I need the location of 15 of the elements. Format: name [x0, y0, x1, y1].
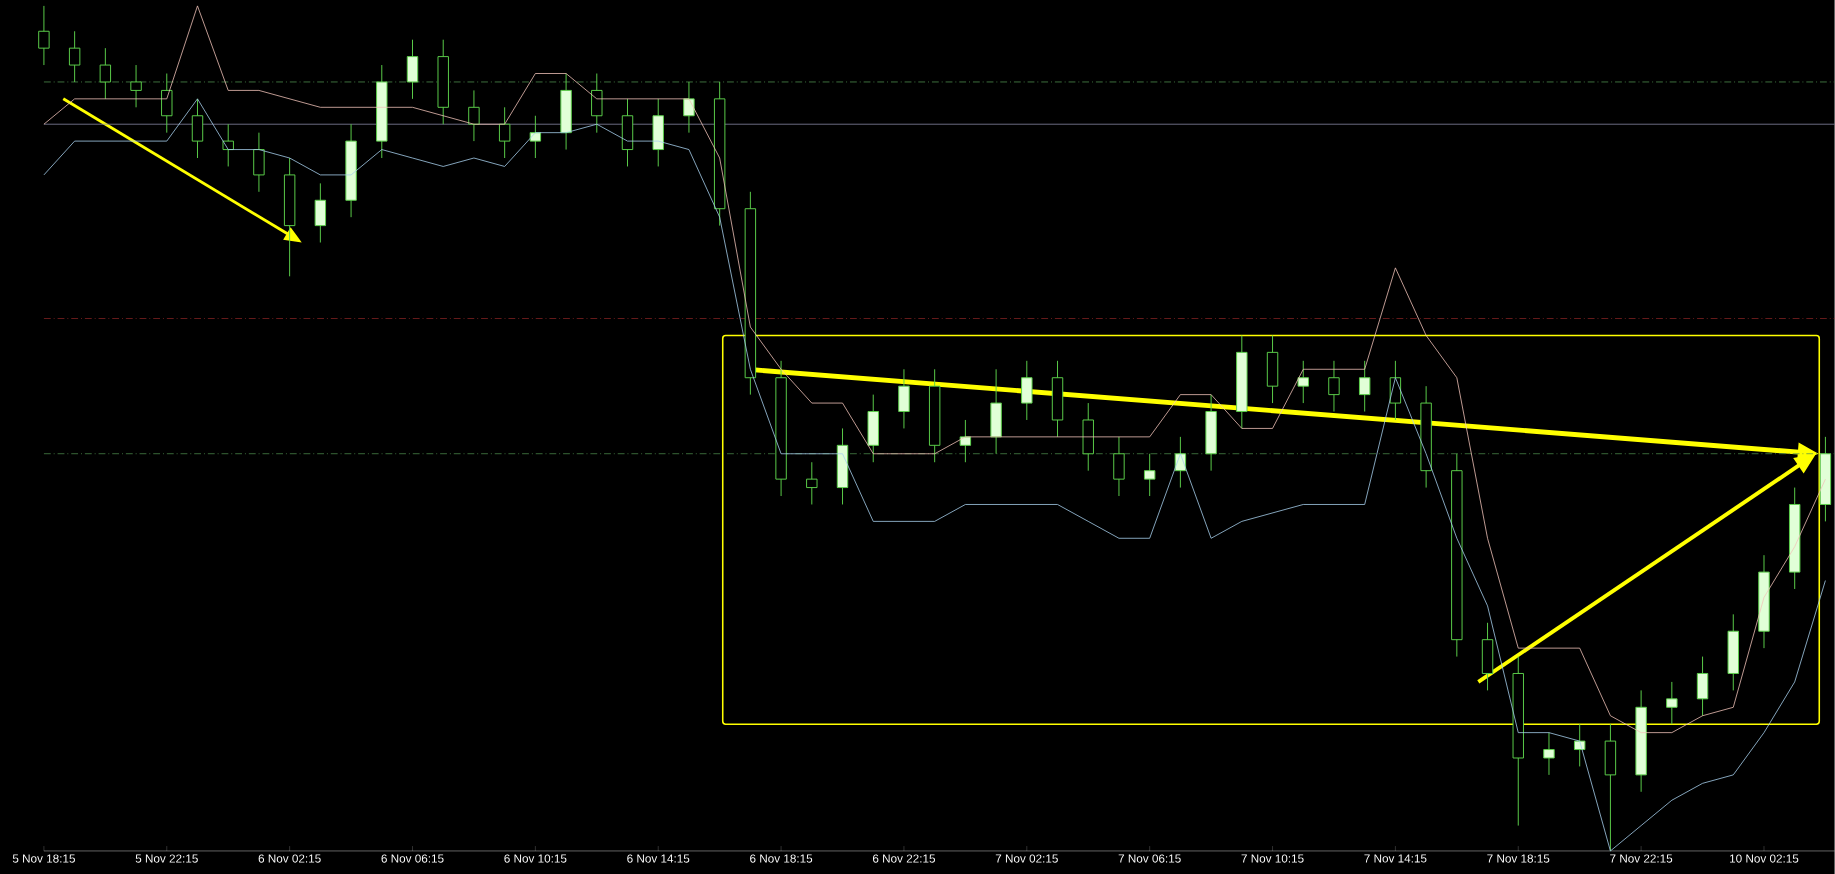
x-tick-label: 6 Nov 02:15 [258, 854, 321, 863]
x-tick-label: 6 Nov 06:15 [381, 854, 444, 863]
x-tick-label: 7 Nov 06:15 [1118, 854, 1181, 863]
x-tick-label: 7 Nov 14:15 [1364, 854, 1427, 863]
x-tick-label: 7 Nov 18:15 [1487, 854, 1550, 863]
x-tick-label: 6 Nov 18:15 [750, 854, 813, 863]
x-tick-label: 6 Nov 22:15 [872, 854, 936, 863]
x-tick-label: 7 Nov 02:15 [995, 854, 1058, 863]
x-tick-label: 10 Nov 02:15 [1730, 854, 1799, 863]
x-tick-label: 6 Nov 14:15 [627, 854, 690, 863]
x-tick-label: 5 Nov 22:15 [135, 854, 198, 863]
x-tick-label: 7 Nov 10:15 [1241, 854, 1304, 863]
x-tick-label: 6 Nov 10:15 [504, 854, 567, 863]
x-tick-label: 7 Nov 22:15 [1610, 854, 1673, 863]
x-tick-label: 5 Nov 18:15 [12, 854, 75, 863]
